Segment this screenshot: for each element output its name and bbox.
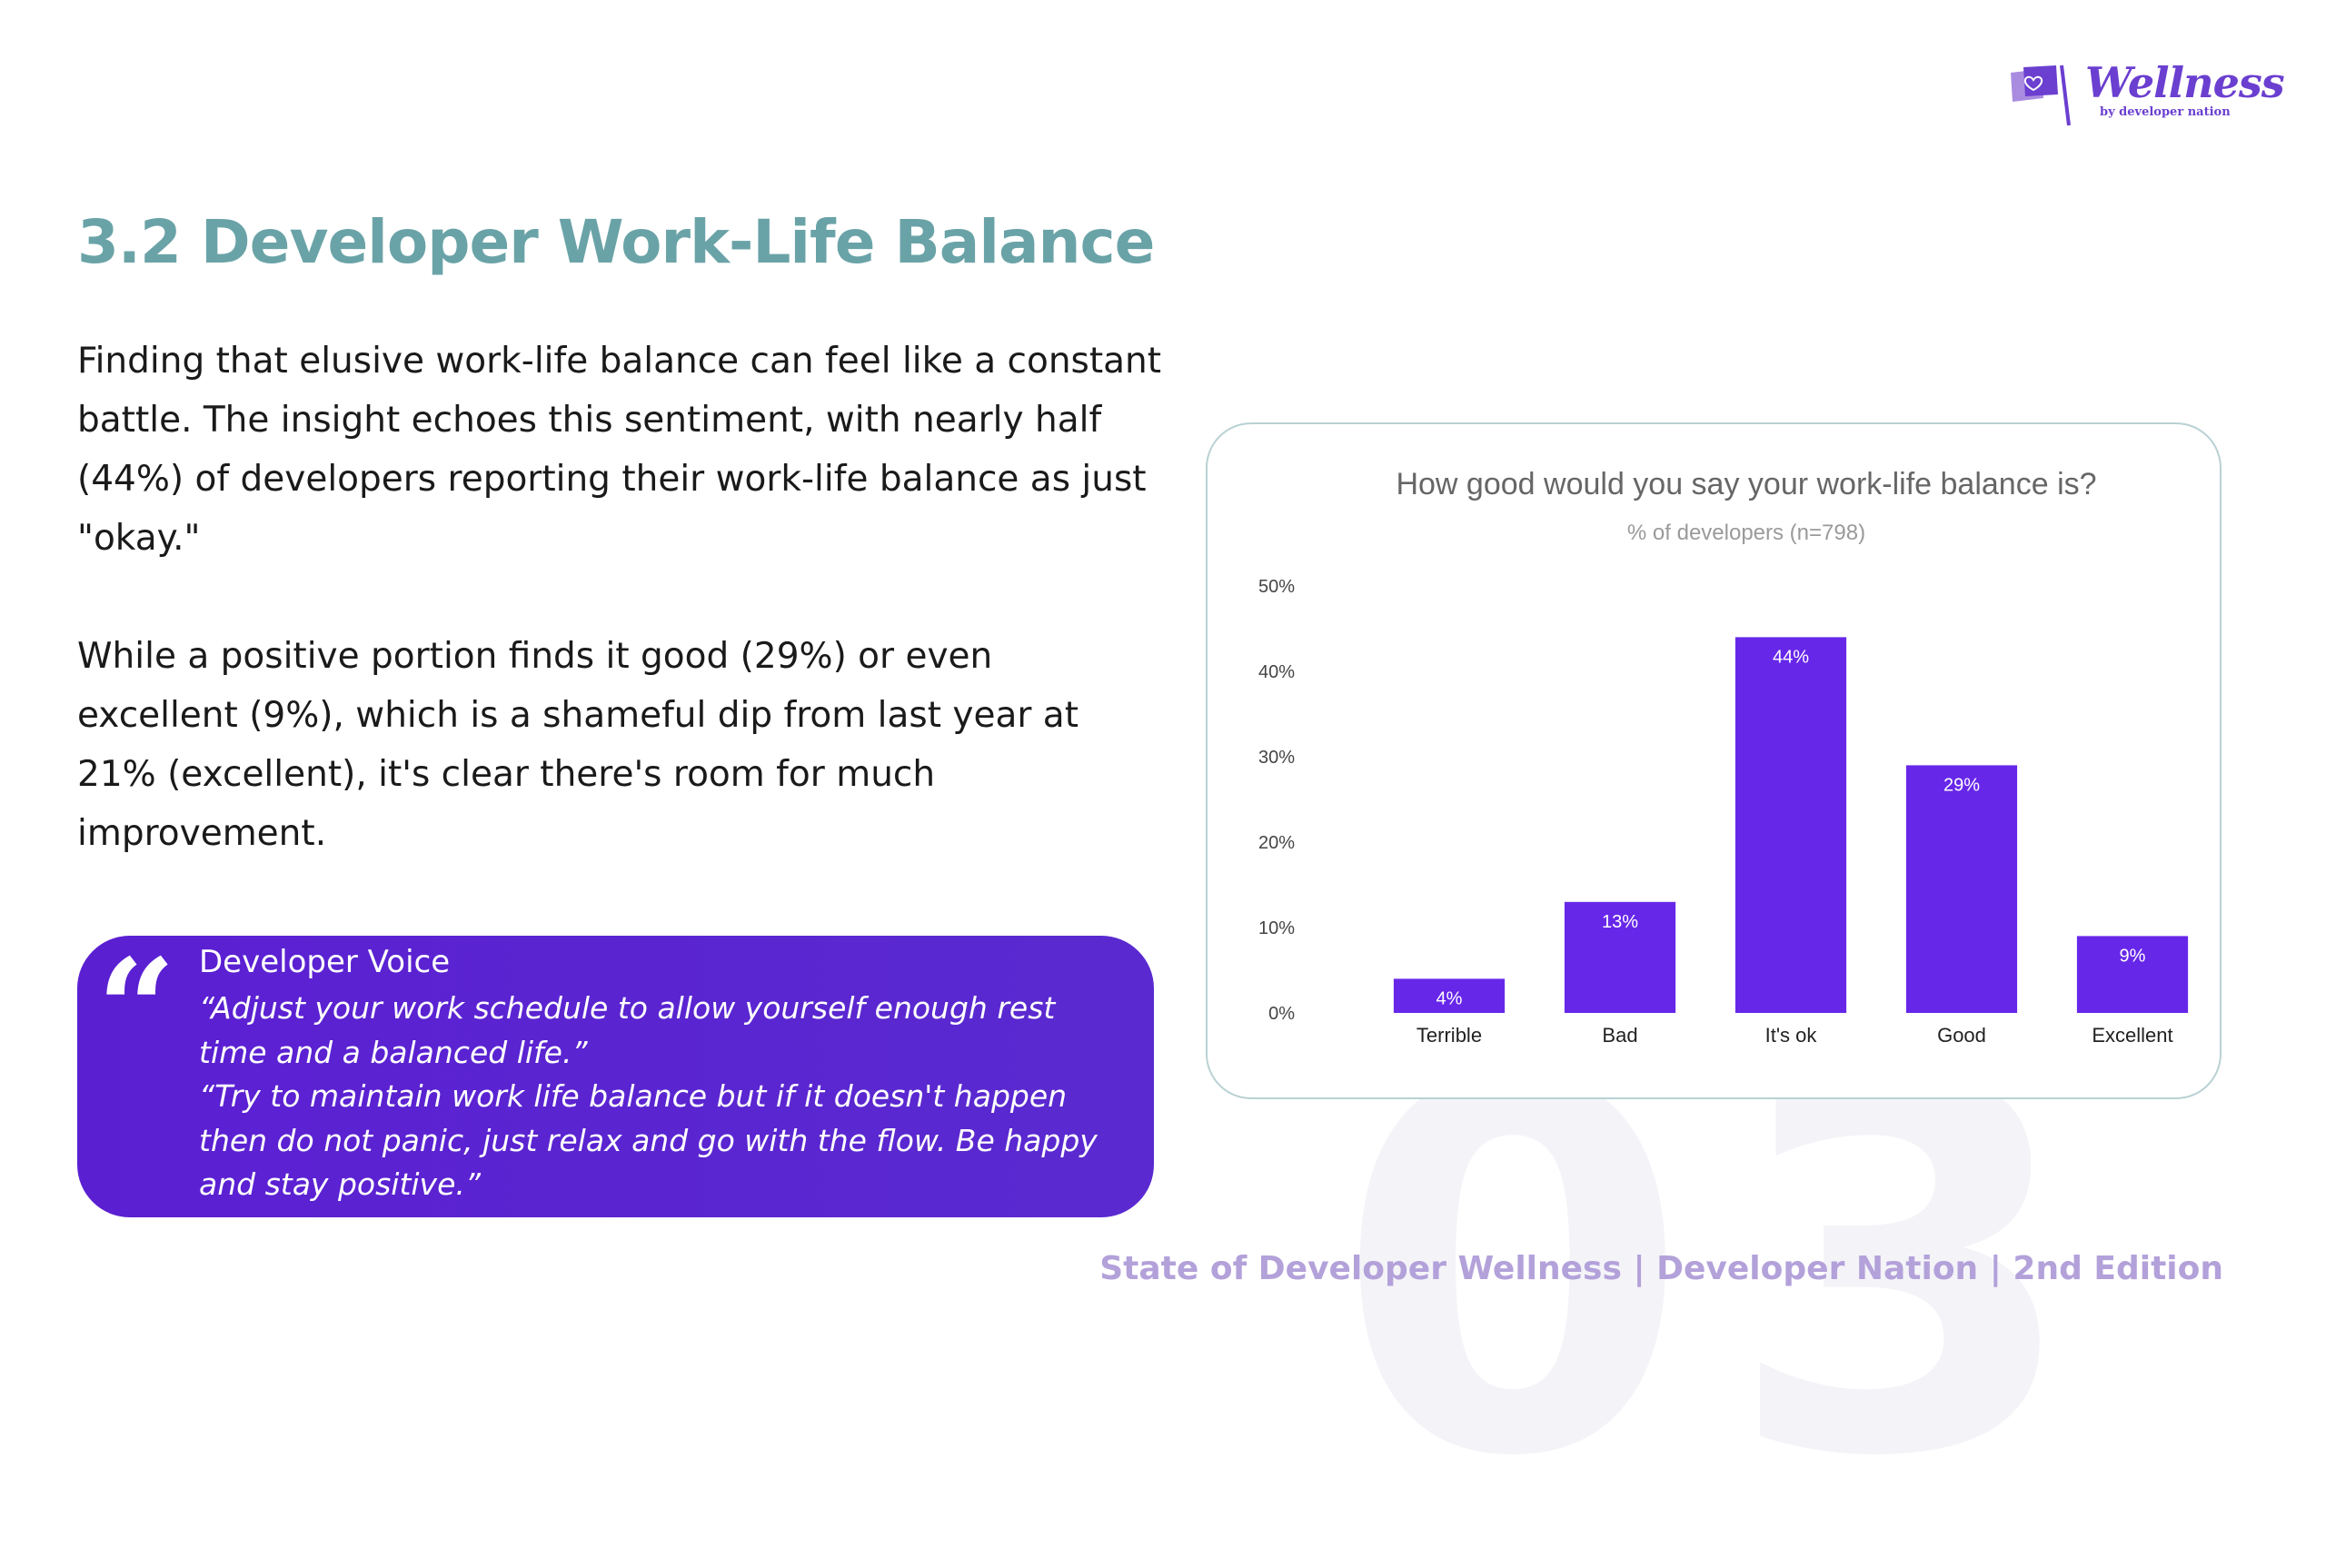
intro-paragraph: Finding that elusive work-life balance c… [77,341,1162,559]
x-tick-label: Good [1937,1024,1986,1047]
x-tick-label: Terrible [1416,1024,1482,1047]
chart-card: How good would you say your work-life ba… [1206,422,2222,1099]
bar-value-label: 13% [1602,912,1638,932]
x-tick-label: Bad [1602,1024,1637,1047]
chart-title: How good would you say your work-life ba… [1396,467,2096,501]
developer-quote: “Adjust your work schedule to allow your… [199,990,1056,1070]
bar [1735,637,1847,1013]
bar-chart: How good would you say your work-life ba… [1258,467,2189,1047]
developer-voice-box: “ Developer Voice “Adjust your work sche… [77,936,1154,1217]
report-footer: State of Developer Wellness | Developer … [1099,1250,2223,1287]
developer-voice-title: Developer Voice [199,944,451,980]
bar [1564,901,1676,1013]
bar [1393,978,1506,1013]
wellness-heart-icon [2011,65,2071,126]
y-tick-label: 40% [1258,662,1295,682]
logo-wordmark: Wellness [2085,58,2285,107]
page-title: 3.2 Developer Work-Life Balance [77,207,1155,277]
bar-value-label: 44% [1773,647,1809,667]
y-tick-label: 0% [1268,1004,1295,1024]
y-tick-label: 50% [1258,577,1295,597]
wellness-logo: Wellness by developer nation [2003,58,2285,134]
bar [2076,936,2189,1013]
logo-tagline: by developer nation [2100,105,2231,119]
bar [1905,765,2018,1013]
detail-paragraph: While a positive portion finds it good (… [77,636,1079,854]
y-tick-label: 20% [1258,833,1295,853]
bar-value-label: 9% [2120,946,2146,966]
y-tick-label: 10% [1258,918,1295,938]
x-tick-label: Excellent [2092,1024,2172,1047]
quote-mark-icon: “ [97,929,176,1089]
bar-value-label: 4% [1436,988,1463,1008]
bar-value-label: 29% [1943,775,1980,795]
x-tick-label: It's ok [1765,1024,1818,1047]
chart-subtitle: % of developers (n=798) [1627,521,1865,545]
developer-quote: “Try to maintain work life balance but i… [199,1078,1098,1202]
y-tick-label: 30% [1258,748,1295,768]
